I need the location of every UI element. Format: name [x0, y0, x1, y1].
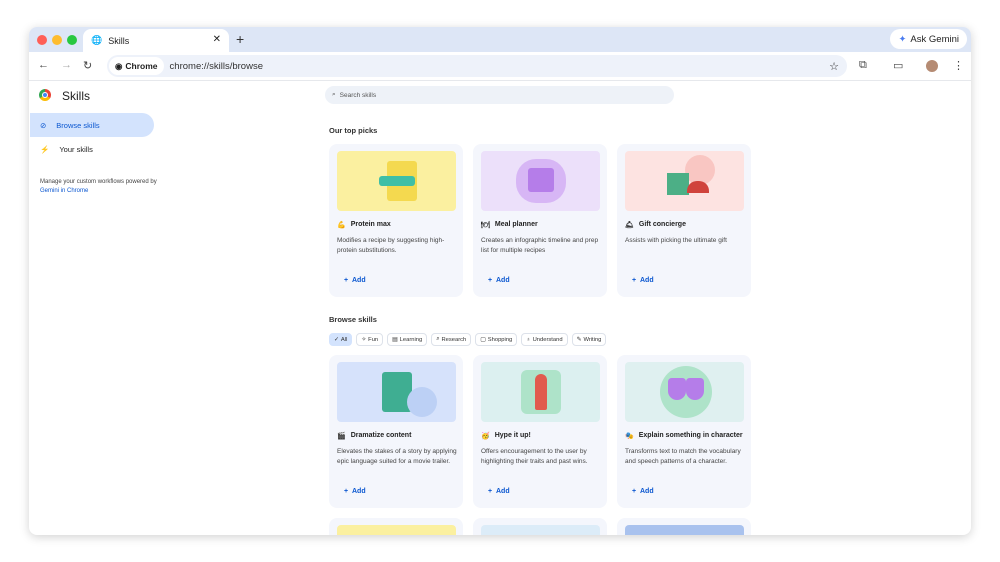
tab-bar: 🌐 Skills ✕ + ✦ Ask Gemini [29, 27, 971, 52]
lightbulb-icon: ♁ [526, 336, 531, 343]
add-button[interactable]: + Add [632, 488, 654, 495]
profile-avatar[interactable] [926, 60, 938, 72]
chrome-icon: ◉ [115, 60, 123, 71]
address-bar[interactable]: ◉ Chrome chrome://skills/browse ☆ [107, 55, 847, 77]
skill-card[interactable]: 🥳 Hype it up! Offers encouragement to the… [473, 355, 607, 508]
meal-illustration [481, 151, 600, 211]
masks-emoji: 🎭 [625, 433, 634, 440]
card-illustration [481, 525, 600, 535]
forward-icon[interactable]: → [61, 59, 72, 71]
research-icon: ⌕ [436, 336, 440, 342]
sidebar-item-browse-skills[interactable]: ⊘ Browse skills [30, 113, 154, 137]
pen-icon: ✎ [576, 336, 582, 343]
add-button[interactable]: + Add [344, 488, 366, 495]
chrome-logo [39, 89, 51, 101]
add-button[interactable]: + Add [488, 488, 510, 495]
gemini-sparkle-icon: ✦ [898, 33, 907, 45]
top-picks-heading: Our top picks [329, 126, 378, 135]
compass-icon: ⊘ [40, 120, 47, 130]
site-info-chip[interactable]: ◉ Chrome [109, 57, 164, 75]
card-illustration [625, 525, 744, 535]
filter-fun[interactable]: ✧ Fun [356, 333, 384, 346]
clapper-emoji: 🎬 [337, 433, 346, 440]
url-text[interactable]: chrome://skills/browse [169, 60, 263, 72]
gemini-link[interactable]: Gemini in Chrome [40, 188, 89, 194]
filter-research[interactable]: ⌕ Research [431, 333, 472, 346]
page-title: Skills [62, 89, 91, 103]
gift-illustration [625, 151, 744, 211]
rocket-illustration [481, 362, 600, 422]
sidebar-note: Manage your custom workflows powered by G… [40, 179, 157, 194]
skill-card-partial[interactable] [617, 518, 751, 535]
filter-shopping[interactable]: ▢ Shopping [475, 333, 518, 346]
search-icon: ⌕ [332, 91, 336, 98]
skill-card[interactable]: 🎬 Dramatize content Elevates the stakes o… [329, 355, 463, 508]
close-tab-icon[interactable]: ✕ [212, 34, 221, 45]
skill-card[interactable]: 💪 Protein max Modifies a recipe by sugges… [329, 144, 463, 297]
reload-icon[interactable]: ↻ [83, 60, 93, 72]
card-illustration [337, 525, 456, 535]
search-input[interactable]: ⌕ Search skills [325, 86, 674, 104]
protein-illustration [337, 151, 456, 211]
filter-writing[interactable]: ✎ Writing [571, 333, 607, 346]
sparkle-icon: ✧ [361, 336, 367, 343]
skill-card[interactable]: 🍽 Meal planner Creates an infographic tim… [473, 144, 607, 297]
cast-icon[interactable]: ▭ [893, 60, 904, 72]
close-window-button[interactable] [37, 35, 47, 45]
scroll-illustration [337, 362, 456, 422]
tab-skills[interactable]: 🌐 Skills ✕ [83, 29, 229, 52]
add-button[interactable]: + Add [632, 277, 654, 284]
flexed-arm-emoji: 💪 [337, 222, 346, 229]
ask-gemini-button[interactable]: ✦ Ask Gemini [890, 29, 967, 49]
bolt-icon: ⚡ [40, 144, 50, 154]
masks-illustration [625, 362, 744, 422]
extensions-icon[interactable]: ⧉ [859, 59, 867, 71]
cutlery-emoji: 🍽 [481, 222, 490, 229]
menu-icon[interactable]: ⋮ [953, 60, 964, 72]
skill-card[interactable]: 🛎 Gift concierge Assists with picking the… [617, 144, 751, 297]
toolbar: ← → ↻ ◉ Chrome chrome://skills/browse ☆ ⧉… [29, 52, 971, 81]
book-icon: ▤ [392, 336, 398, 343]
minimize-window-button[interactable] [52, 35, 62, 45]
skill-card[interactable]: 🎭 Explain something in character Transfor… [617, 355, 751, 508]
filter-chips: ✓ All ✧ Fun ▤ Learning ⌕ Research ▢ Shopping … [329, 333, 607, 346]
add-button[interactable]: + Add [344, 277, 366, 284]
maximize-window-button[interactable] [67, 35, 77, 45]
filter-learning[interactable]: ▤ Learning [387, 333, 428, 346]
bookmark-star-icon[interactable]: ☆ [829, 60, 839, 73]
skill-card-partial[interactable] [329, 518, 463, 535]
browse-skills-heading: Browse skills [329, 315, 377, 324]
party-emoji: 🥳 [481, 433, 490, 440]
page-content: Skills ⊘ Browse skills ⚡ Your skills Manag… [29, 81, 971, 535]
add-button[interactable]: + Add [488, 277, 510, 284]
new-tab-button[interactable]: + [236, 31, 245, 47]
globe-icon: 🌐 [91, 35, 103, 45]
filter-understand[interactable]: ♁ Understand [521, 333, 568, 346]
filter-all[interactable]: ✓ All [329, 333, 353, 346]
skill-card-partial[interactable] [473, 518, 607, 535]
bell-emoji: 🛎 [625, 222, 634, 229]
check-icon: ✓ [334, 336, 339, 343]
shopping-bag-icon: ▢ [480, 336, 486, 343]
back-icon[interactable]: ← [38, 59, 49, 71]
sidebar-item-your-skills[interactable]: ⚡ Your skills [40, 144, 93, 154]
browser-window: 🌐 Skills ✕ + ✦ Ask Gemini ← → ↻ ◉ Chrome c… [29, 27, 971, 535]
